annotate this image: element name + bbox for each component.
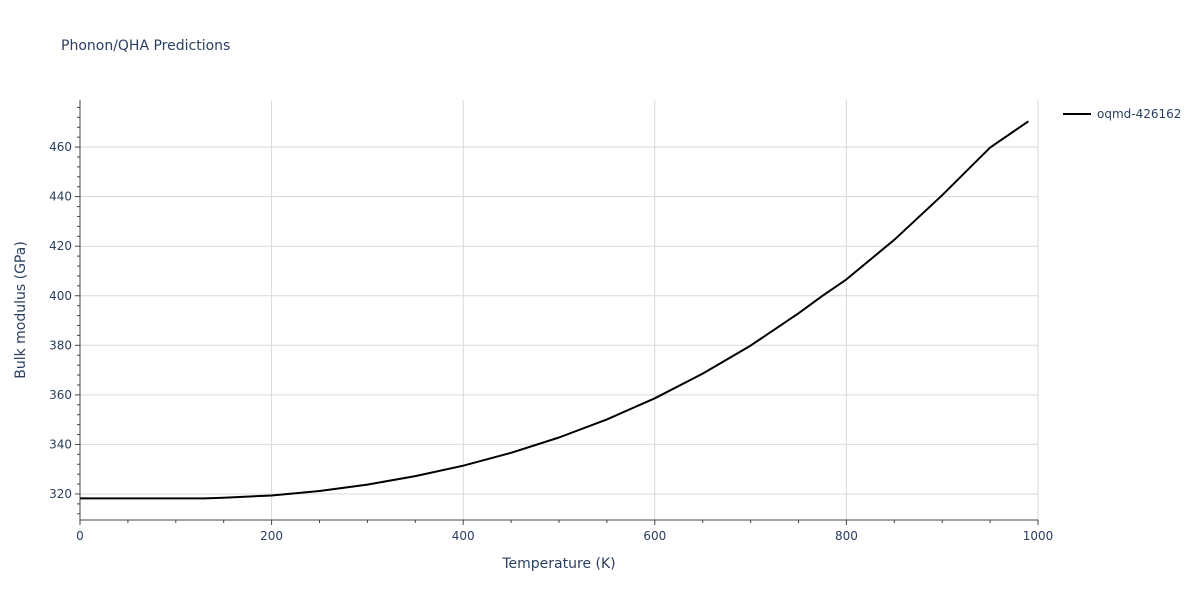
x-tick-label: 1000: [1023, 529, 1054, 543]
y-tick-label: 340: [49, 437, 72, 451]
legend-label: oqmd-426162: [1097, 107, 1181, 121]
ticks: 0 200 400 600 800 1000 320 340 360 380 400 420 440 46…: [49, 106, 1054, 543]
y-tick-label: 400: [49, 289, 72, 303]
x-axis-title: Temperature (K): [501, 556, 615, 572]
x-tick-label: 400: [452, 529, 475, 543]
x-tick-label: 200: [260, 529, 283, 543]
series-line: [80, 120, 1029, 500]
y-tick-label: 320: [49, 487, 72, 501]
x-tick-label: 0: [76, 529, 84, 543]
series-layer: [80, 120, 1029, 500]
y-tick-label: 380: [49, 338, 72, 352]
grid: [80, 100, 1039, 520]
chart-title: Phonon/QHA Predictions: [61, 38, 230, 54]
y-tick-label: 360: [49, 388, 72, 402]
y-tick-label: 460: [49, 140, 72, 154]
y-tick-label: 440: [49, 190, 72, 204]
legend[interactable]: oqmd-426162: [1063, 107, 1181, 121]
axes: [79, 100, 1038, 521]
x-tick-label: 600: [643, 529, 666, 543]
y-axis-title: Bulk modulus (GPa): [13, 241, 29, 379]
y-tick-label: 420: [49, 239, 72, 253]
x-tick-label: 800: [835, 529, 858, 543]
